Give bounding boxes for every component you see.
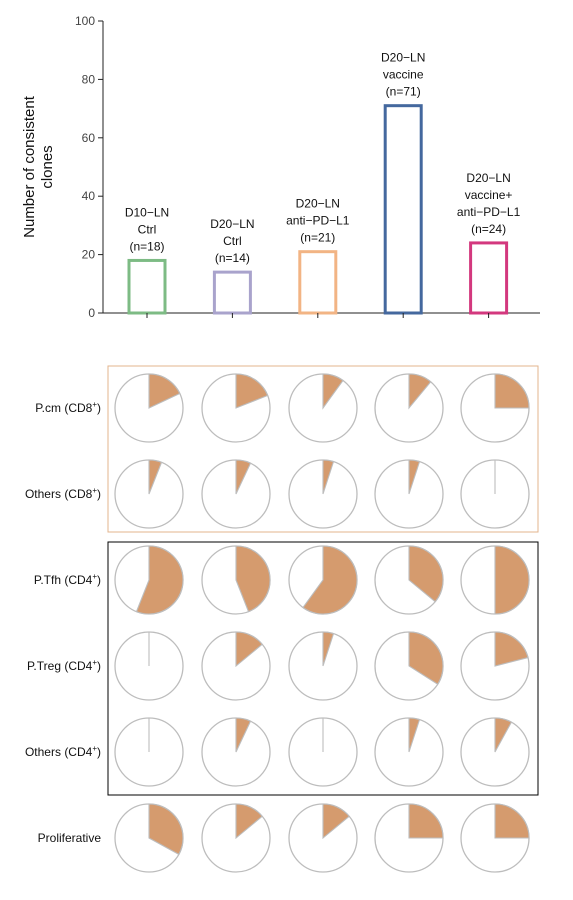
row-label: P.Treg (CD4+) [27,658,101,673]
row-label-tail: ) [97,573,101,587]
pie-slice [408,459,421,495]
pie-slice [135,545,184,615]
row-label: P.cm (CD8+) [35,400,101,415]
bar-label: Ctrl [223,234,242,248]
row-label-text: P.cm (CD8 [35,401,92,415]
row-label-sup: + [92,572,97,581]
row-label-text: P.Treg (CD4 [27,659,93,673]
y-tick-label: 60 [82,131,96,145]
bar-label: D20−LN [381,51,425,65]
pie-slice [408,717,421,753]
bar [127,258,167,315]
y-tick-label: 80 [82,72,96,86]
pie-slice [494,373,530,409]
bar-label: vaccine [383,68,424,82]
bar-label: anti−PD−L1 [457,205,521,219]
row-label: Others (CD4+) [25,744,101,759]
bar-label: Ctrl [138,222,157,236]
bar-label: (n=18) [129,239,164,253]
pie-slice [302,545,358,615]
row-label-tail: ) [97,659,101,673]
bar-label: D20−LN [296,197,340,211]
bar-label: D20−LN [210,217,254,231]
row-label-tail: ) [97,487,101,501]
row-label-text: Others (CD8 [25,487,93,501]
pie-slice [494,803,530,839]
pie-slice [235,803,263,840]
group-frame [107,365,539,533]
pie-slice [494,717,513,753]
row-label-sup: + [92,486,97,495]
bar-label: vaccine+ [465,188,513,202]
group-frame [107,541,539,796]
pie-slice [322,459,335,495]
pie-slice [408,373,432,410]
y-tick-label: 100 [75,14,95,28]
bar [298,250,338,315]
pie-slice [235,545,271,613]
bar-label: (n=24) [471,222,506,236]
bar-label: (n=14) [215,251,250,265]
pie-slice [235,631,263,668]
row-label-tail: ) [97,401,101,415]
row-label: Proliferative [38,831,102,845]
pie-slice [322,803,350,840]
y-axis-title: Number of consistentclones [21,95,56,238]
row-label: P.Tfh (CD4+) [34,572,101,587]
pie-slice [235,459,252,495]
bar-chart: 0 20 40 60 80 100 Number of consistentclones D1… [21,14,540,320]
pie-slice [235,373,269,409]
pie-slice [322,373,344,410]
row-label-text: Others (CD4 [25,745,93,759]
pie-grid: P.cm (CD8+)Others (CD8+)P.Tfh (CD4+)P.Tr… [25,365,539,873]
y-axis-title-line: clones [39,145,56,188]
bar-label: (n=21) [300,231,335,245]
bar [212,270,252,315]
pie-slice [148,373,181,409]
bar-label: D10−LN [125,205,169,219]
row-label-sup: + [92,658,97,667]
row-label-text: P.Tfh (CD4 [34,573,93,587]
pie-slice [408,631,444,685]
bar-label: (n=71) [386,85,421,99]
pie-slice [148,459,163,495]
pie-slice [408,803,444,839]
pie-slice [494,545,530,615]
bar-label: anti−PD−L1 [286,214,350,228]
row-label-tail: ) [97,745,101,759]
y-tick-label: 40 [82,189,96,203]
row-label-text: Proliferative [38,831,102,845]
pie-slice [148,803,184,856]
row-label-sup: + [92,744,97,753]
pie-slice [494,631,529,667]
pie-slice [408,545,444,603]
bar [469,241,509,315]
y-tick-label: 0 [88,306,95,320]
bar [383,104,423,315]
pie-slice [322,631,335,667]
y-tick-label: 20 [82,248,96,262]
y-axis-title-line: Number of consistent [21,95,38,238]
row-label-sup: + [92,400,97,409]
row-label: Others (CD8+) [25,486,101,501]
bar-label: D20−LN [466,171,510,185]
pie-slice [235,717,252,753]
